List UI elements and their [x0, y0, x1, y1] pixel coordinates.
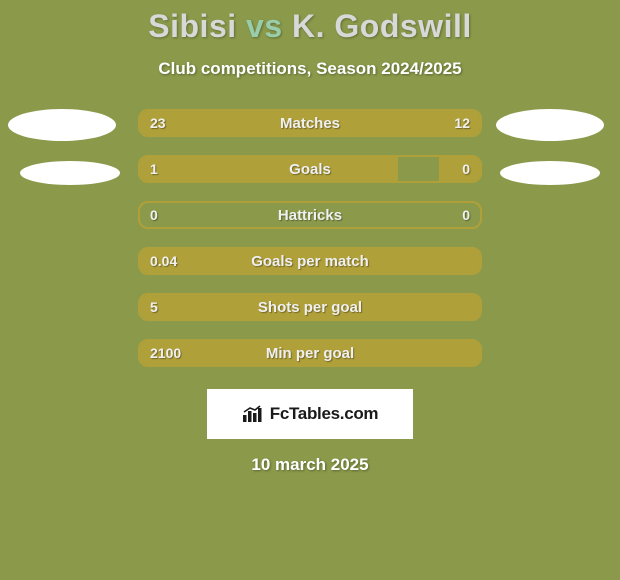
player-badge-ellipse [500, 161, 600, 185]
vs-separator: vs [246, 8, 283, 44]
player2-name: K. Godswill [292, 8, 472, 44]
stat-row: 2100Min per goal [138, 339, 482, 367]
player1-name: Sibisi [148, 8, 236, 44]
stat-row: 2312Matches [138, 109, 482, 137]
comparison-title: Sibisi vs K. Godswill [148, 8, 471, 45]
logo-text: FcTables.com [270, 404, 379, 424]
stat-fill-left [140, 295, 480, 319]
stat-value-right: 0 [462, 203, 470, 227]
stat-row: 5Shots per goal [138, 293, 482, 321]
stat-row: 0.04Goals per match [138, 247, 482, 275]
player-badge-ellipse [496, 109, 604, 141]
stat-fill-right [439, 157, 480, 181]
stat-label: Hattricks [140, 203, 480, 227]
player-badge-ellipse [20, 161, 120, 185]
stat-fill-left [140, 249, 480, 273]
date-label: 10 march 2025 [251, 455, 368, 475]
chart-icon [242, 405, 264, 423]
stat-row: 10Goals [138, 155, 482, 183]
stat-value-left: 0 [150, 203, 158, 227]
stat-row: 0 0Hattricks [138, 201, 482, 229]
subtitle: Club competitions, Season 2024/2025 [158, 59, 461, 79]
stat-rows: 2312Matches 10Goals 0 0Hattricks 0.04Goals p… [138, 109, 482, 367]
stat-fill-left [140, 157, 398, 181]
fctables-logo: FcTables.com [207, 389, 413, 439]
stat-fill-right [363, 111, 480, 135]
stat-fill-left [140, 341, 480, 365]
player-badge-ellipse [8, 109, 116, 141]
content-area: 2312Matches 10Goals 0 0Hattricks 0.04Goals p… [0, 109, 620, 367]
stat-fill-left [140, 111, 363, 135]
